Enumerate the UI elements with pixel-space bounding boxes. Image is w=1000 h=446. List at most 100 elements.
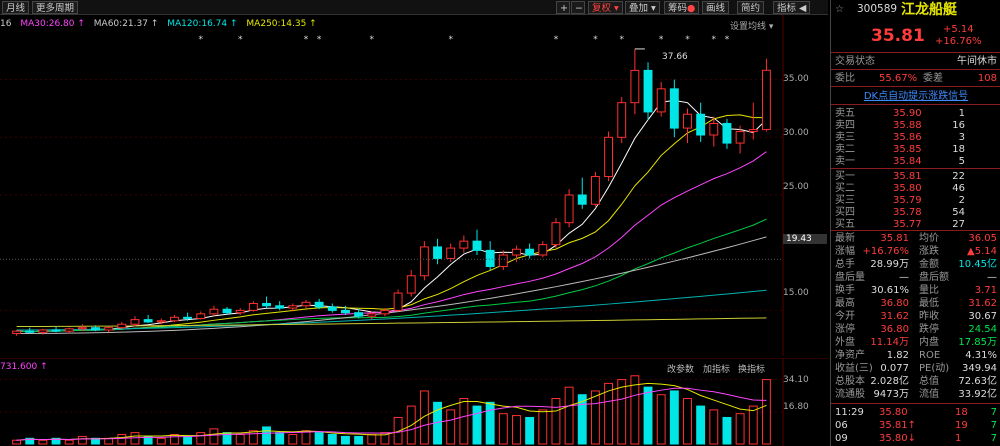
candle-body[interactable] [419, 246, 429, 277]
volume-bar[interactable] [551, 398, 561, 445]
volume-bar[interactable] [512, 415, 521, 445]
candle-body[interactable] [51, 329, 61, 332]
candle-body[interactable] [696, 113, 706, 136]
sell-row[interactable]: 卖三 35.86 3 [831, 131, 1000, 144]
volume-bar[interactable] [590, 390, 600, 445]
volume-bar[interactable] [709, 409, 719, 445]
candle-body[interactable] [77, 327, 87, 330]
candle-body[interactable] [117, 323, 127, 329]
volume-bar[interactable] [38, 439, 48, 445]
volume-bar[interactable] [64, 439, 74, 445]
sell-row[interactable]: 卖二 35.85 18 [831, 143, 1000, 156]
volume-bar[interactable] [235, 434, 245, 445]
volume-bar[interactable] [354, 435, 364, 445]
candle-body[interactable] [130, 319, 140, 325]
event-marker[interactable]: * [317, 35, 322, 45]
event-marker[interactable]: * [593, 35, 598, 45]
volume-bar[interactable] [525, 416, 535, 445]
sell-row[interactable]: 卖五 35.90 1 [831, 107, 1000, 120]
candle-body[interactable] [735, 131, 745, 144]
candle-body[interactable] [367, 313, 377, 317]
candle-body[interactable] [630, 69, 640, 104]
candle-body[interactable] [248, 302, 258, 311]
more-periods-button[interactable]: 更多周期 [32, 1, 79, 14]
volume-bar[interactable] [262, 426, 271, 445]
volume-bar[interactable] [446, 409, 456, 445]
buy-row[interactable]: 买一 35.81 22 [831, 170, 1000, 183]
volume-bar[interactable] [314, 432, 324, 445]
event-marker[interactable]: * [370, 35, 375, 45]
volume-bar[interactable] [617, 379, 627, 445]
candle-body[interactable] [288, 305, 298, 309]
event-marker[interactable]: * [448, 35, 453, 45]
volume-bar[interactable] [459, 398, 469, 445]
buy-row[interactable]: 买四 35.78 54 [831, 206, 1000, 219]
indicator-button[interactable]: 指标 ◀ [773, 1, 811, 14]
volume-bar[interactable] [169, 434, 179, 445]
candle-body[interactable] [669, 88, 679, 129]
volume-bar[interactable] [341, 435, 350, 445]
candle-body[interactable] [406, 275, 416, 294]
volume-bar[interactable] [248, 430, 258, 445]
volume-bar[interactable] [735, 413, 745, 445]
candle-body[interactable] [38, 329, 48, 333]
volume-bar[interactable] [393, 416, 403, 445]
volume-bar[interactable] [656, 394, 666, 445]
candle-body[interactable] [512, 248, 521, 256]
volume-bar[interactable] [643, 386, 653, 445]
candle-body[interactable] [722, 122, 732, 144]
candle-body[interactable] [222, 308, 232, 314]
candle-body[interactable] [709, 122, 719, 136]
overlay-button[interactable]: 叠加 ▾ [625, 1, 660, 14]
ma-settings-button[interactable]: 设置均线 ▾ [730, 19, 773, 32]
candle-body[interactable] [590, 176, 600, 205]
volume-bar[interactable] [748, 405, 758, 445]
candle-body[interactable] [209, 308, 219, 315]
change-params-button[interactable]: 改参数 [667, 365, 695, 375]
volume-bar[interactable] [275, 432, 285, 445]
candle-body[interactable] [327, 306, 337, 311]
volume-bar[interactable] [669, 390, 679, 445]
volume-bar[interactable] [722, 416, 732, 445]
candle-body[interactable] [459, 240, 469, 249]
candle-body[interactable] [761, 69, 771, 131]
candle-body[interactable] [446, 247, 456, 259]
candle-body[interactable] [262, 302, 271, 307]
event-marker[interactable]: * [554, 35, 559, 45]
volume-bar[interactable] [25, 437, 35, 445]
signal-link[interactable]: DK点自动提示涨跌信号 [831, 90, 1000, 103]
event-marker[interactable]: * [725, 35, 730, 45]
volume-bar[interactable] [183, 435, 193, 445]
volume-bar[interactable] [156, 437, 166, 445]
candle-body[interactable] [498, 254, 508, 268]
chips-button[interactable]: 筹码● [664, 1, 700, 14]
candle-body[interactable] [25, 330, 35, 333]
candle-body[interactable] [91, 327, 100, 331]
candle-body[interactable] [564, 194, 574, 224]
candle-body[interactable] [538, 244, 548, 256]
volume-bar[interactable] [117, 434, 127, 445]
candle-body[interactable] [169, 316, 179, 322]
sell-row[interactable]: 卖一 35.84 5 [831, 155, 1000, 168]
star-icon[interactable]: ☆ [835, 4, 844, 15]
volume-bar[interactable] [367, 434, 377, 445]
volume-bar[interactable] [472, 405, 482, 445]
candle-body[interactable] [656, 88, 666, 113]
buy-row[interactable]: 买五 35.77 27 [831, 218, 1000, 231]
candle-body[interactable] [235, 309, 245, 314]
candle-body[interactable] [341, 309, 350, 314]
volume-bar[interactable] [327, 434, 337, 445]
zoom-in-button[interactable]: + [556, 1, 570, 14]
zoom-out-button[interactable]: − [571, 1, 585, 14]
candle-body[interactable] [604, 136, 614, 178]
volume-bar[interactable] [12, 439, 22, 445]
volume-bar[interactable] [77, 435, 87, 445]
simple-button[interactable]: 简约 [737, 1, 765, 14]
volume-bar[interactable] [419, 390, 429, 445]
candle-body[interactable] [143, 319, 153, 323]
event-marker[interactable]: * [685, 35, 690, 45]
volume-bar[interactable] [196, 432, 206, 445]
candle-body[interactable] [301, 301, 311, 307]
event-marker[interactable]: * [199, 35, 204, 45]
volume-chart[interactable] [0, 358, 828, 446]
